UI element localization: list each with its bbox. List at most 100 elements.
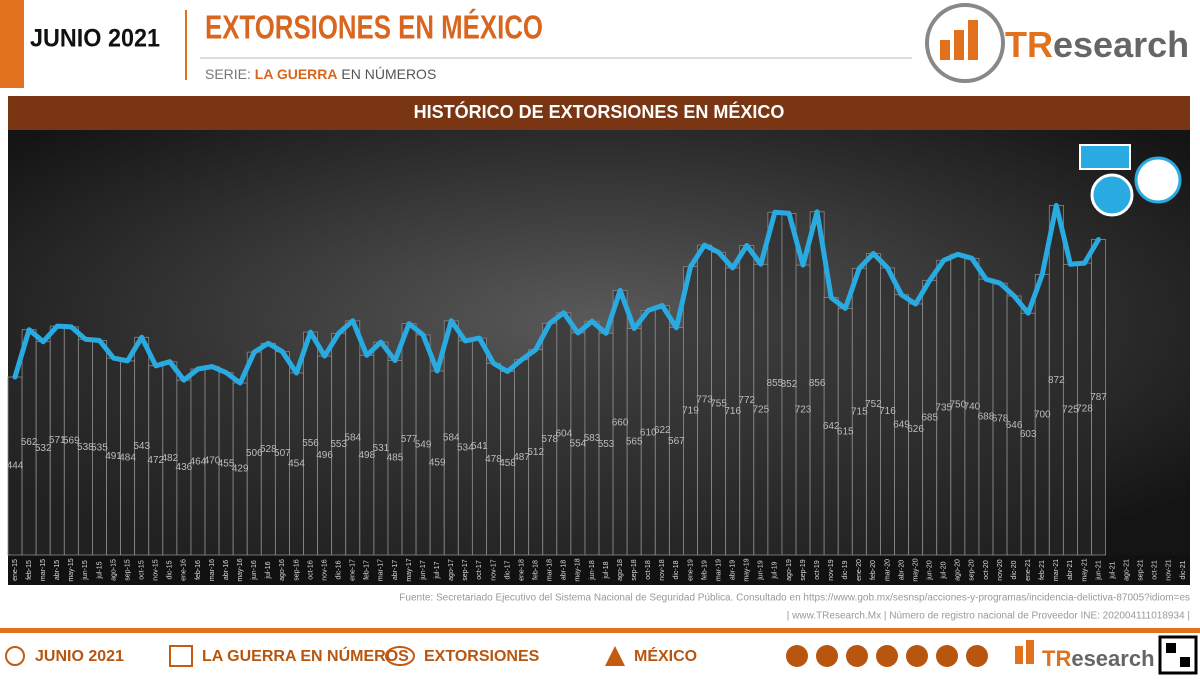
x-tick-label: sep-18 xyxy=(631,559,638,581)
value-label: 577 xyxy=(401,434,418,445)
value-label: 478 xyxy=(485,454,502,465)
footer-icon xyxy=(169,645,193,667)
header-logo: TResearch xyxy=(925,3,1189,83)
x-tick-label: feb-21 xyxy=(1039,560,1046,580)
x-tick-label: feb-18 xyxy=(533,560,540,580)
value-label: 584 xyxy=(344,433,361,444)
x-tick-label: dic-18 xyxy=(673,560,680,579)
value-label: 535 xyxy=(91,442,108,453)
x-tick-label: sep-15 xyxy=(124,559,131,581)
value-label: 725 xyxy=(752,404,769,415)
chart-title: HISTÓRICO DE EXTORSIONES EN MÉXICO xyxy=(414,101,785,122)
value-label: 688 xyxy=(978,412,995,423)
qr-code xyxy=(1158,635,1198,675)
value-label: 436 xyxy=(176,462,193,473)
source-registry: | www.TResearch.Mx | Número de registro … xyxy=(787,611,1190,622)
x-tick-label: ago-18 xyxy=(617,559,624,581)
value-label: 458 xyxy=(499,458,516,469)
footer-item: LA GUERRA EN NÚMEROS xyxy=(202,646,409,665)
header-title: EXTORSIONES EN MÉXICO xyxy=(205,9,543,46)
x-tick-label: ago-19 xyxy=(786,559,793,581)
x-tick-label: oct-20 xyxy=(983,560,990,580)
x-tick-label: feb-20 xyxy=(870,560,877,580)
footer xyxy=(0,633,1200,675)
icon-part xyxy=(1079,144,1131,170)
x-tick-label: dic-15 xyxy=(167,560,174,579)
x-tick-label: ago-16 xyxy=(279,559,286,581)
value-label: 583 xyxy=(584,433,601,444)
x-tick-label: mar-16 xyxy=(209,559,216,581)
x-axis-band xyxy=(8,555,1190,585)
icon-part xyxy=(1090,173,1134,217)
x-tick-label: dic-19 xyxy=(842,560,849,579)
value-label: 472 xyxy=(147,455,164,466)
x-tick-label: jun-21 xyxy=(1095,560,1102,581)
x-tick-label: may-17 xyxy=(406,558,413,581)
x-tick-label: ene-19 xyxy=(687,559,694,581)
x-tick-label: abr-15 xyxy=(54,560,61,580)
value-label: 464 xyxy=(190,457,207,468)
x-tick-label: may-21 xyxy=(1081,558,1088,581)
x-tick-label: ene-20 xyxy=(856,559,863,581)
value-label: 470 xyxy=(204,455,221,466)
value-label: 604 xyxy=(555,429,572,440)
value-label: 571 xyxy=(49,435,66,446)
x-tick-label: ene-17 xyxy=(350,559,357,581)
chart-title-band xyxy=(8,96,1190,130)
header-date: JUNIO 2021 xyxy=(30,25,160,53)
value-label: 603 xyxy=(1020,429,1037,440)
x-tick-label: dic-17 xyxy=(504,560,511,579)
x-tick-label: jul-16 xyxy=(265,561,272,579)
value-label: 723 xyxy=(795,405,812,416)
value-label: 660 xyxy=(612,417,629,428)
x-tick-label: may-20 xyxy=(912,558,919,581)
x-tick-label: abr-20 xyxy=(898,560,905,580)
x-tick-label: sep-16 xyxy=(293,559,300,581)
value-label: 429 xyxy=(232,464,249,475)
x-tick-label: abr-19 xyxy=(730,560,737,580)
value-label: 719 xyxy=(682,406,699,417)
x-tick-label: feb-19 xyxy=(701,560,708,580)
value-label: 642 xyxy=(823,421,840,432)
value-label: 484 xyxy=(119,453,136,464)
x-tick-label: ene-18 xyxy=(518,559,525,581)
x-tick-label: jun-19 xyxy=(758,560,765,581)
x-tick-label: nov-19 xyxy=(828,559,835,581)
value-label: 872 xyxy=(1048,375,1065,386)
x-tick-label: abr-17 xyxy=(392,560,399,580)
value-label: 725 xyxy=(1062,404,1079,415)
value-label: 554 xyxy=(570,439,587,450)
x-tick-label: nov-18 xyxy=(659,559,666,581)
x-tick-label: jul-19 xyxy=(772,561,779,579)
x-tick-label: mar-18 xyxy=(547,559,554,581)
value-label: 728 xyxy=(1076,404,1093,415)
x-tick-label: sep-20 xyxy=(969,559,976,581)
value-label: 678 xyxy=(992,414,1009,425)
social-icons[interactable] xyxy=(786,645,988,667)
footer-rule xyxy=(0,628,1200,633)
x-tick-label: ene-16 xyxy=(181,559,188,581)
value-label: 716 xyxy=(879,406,896,417)
icon-part xyxy=(1134,156,1182,204)
value-label: 740 xyxy=(964,401,981,412)
header-stripe xyxy=(0,0,24,88)
value-label: 541 xyxy=(471,441,488,452)
value-label: 455 xyxy=(218,458,235,469)
x-tick-label: nov-21 xyxy=(1166,559,1173,581)
source-line: Fuente: Secretariado Ejecutivo del Siste… xyxy=(399,593,1190,604)
value-label: 534 xyxy=(457,443,474,454)
value-label: 512 xyxy=(527,447,544,458)
footer-item: EXTORSIONES xyxy=(424,648,540,665)
value-label: 856 xyxy=(809,378,826,389)
value-label: 700 xyxy=(1034,409,1051,420)
series-line xyxy=(12,202,1101,386)
value-label: 852 xyxy=(781,379,798,390)
x-tick-label: ene-21 xyxy=(1025,559,1032,581)
x-tick-label: feb-15 xyxy=(26,560,33,580)
x-tick-label: jun-17 xyxy=(420,560,427,581)
value-label: 685 xyxy=(921,412,938,423)
footer-logo-mark xyxy=(1015,646,1023,664)
x-tick-label: jul-15 xyxy=(96,561,103,579)
footer-icon xyxy=(605,646,625,666)
